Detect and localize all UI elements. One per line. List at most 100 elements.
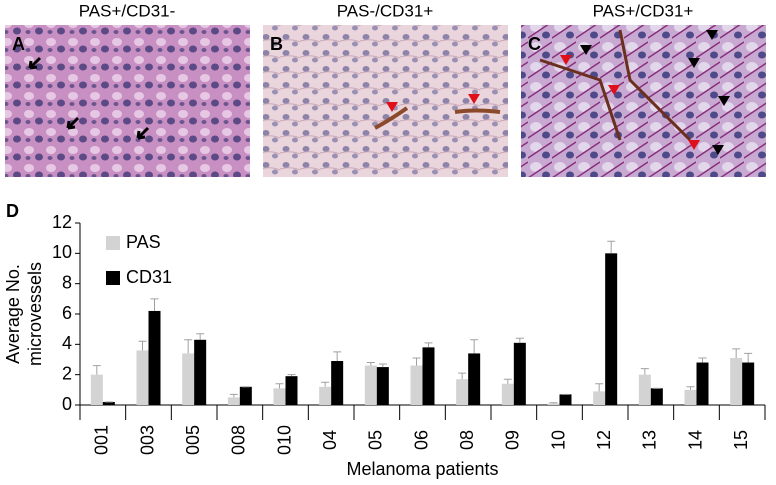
vessels [539, 29, 692, 142]
bar [456, 379, 469, 405]
error-bar [287, 374, 296, 377]
bar [319, 386, 332, 405]
chart-label: D [6, 201, 19, 221]
y-tick-label: 8 [62, 272, 72, 292]
panel-title: PAS+/CD31+ [593, 1, 694, 20]
bar [696, 362, 709, 405]
error-bar [321, 381, 330, 387]
panel-letter: C [528, 34, 541, 54]
x-tick-label: 008 [229, 425, 249, 455]
bar [650, 388, 663, 405]
micrograph [5, 25, 250, 177]
y-axis-label: microvessels [25, 262, 45, 366]
bar [90, 374, 103, 405]
error-bar [470, 339, 479, 354]
x-tick-label: 04 [320, 430, 340, 450]
panel-a: PAS+/CD31- A [5, 1, 250, 177]
legend-swatch [106, 236, 120, 250]
bar [331, 361, 344, 405]
panel-b: PAS-/CD31+ B [263, 1, 508, 177]
error-bar [150, 298, 159, 311]
error-bar [607, 240, 616, 254]
bar [182, 353, 195, 405]
y-tick-label: 0 [62, 394, 72, 414]
error-bar [744, 352, 753, 363]
arrows [386, 94, 480, 112]
x-tick-label: 08 [457, 430, 477, 450]
error-bar [229, 393, 238, 398]
y-tick-label: 4 [62, 333, 72, 353]
error-bar [333, 351, 342, 362]
error-bar [640, 368, 649, 375]
x-tick-label: 15 [731, 430, 751, 450]
x-tick-label: 10 [548, 430, 568, 450]
panel-letter: A [12, 34, 25, 54]
x-tick-label: 13 [640, 430, 660, 450]
bar [194, 339, 207, 405]
y-tick-label: 12 [52, 212, 72, 232]
error-bar [378, 363, 387, 368]
arrows [28, 56, 150, 140]
x-tick-label: 12 [594, 430, 614, 450]
error-bar [732, 348, 741, 358]
vessels [374, 106, 501, 130]
x-tick-label: 06 [411, 430, 431, 450]
error-bar [366, 362, 375, 366]
bar [638, 374, 651, 405]
legend-swatch [106, 271, 120, 285]
bar [730, 357, 743, 405]
bar [376, 367, 389, 405]
x-tick-label: 010 [274, 425, 294, 455]
y-tick-label: 10 [52, 242, 72, 262]
error-bar [138, 340, 147, 351]
bar [468, 353, 481, 405]
bar [364, 365, 377, 405]
error-bar [275, 383, 284, 389]
error-bar [424, 342, 433, 348]
y-tick-label: 6 [62, 303, 72, 323]
micrograph [263, 25, 508, 177]
panel-letter: B [270, 34, 283, 54]
bar [285, 376, 298, 405]
error-bar [412, 357, 421, 366]
bar [422, 347, 435, 405]
x-axis-label: Melanoma patients [346, 459, 498, 479]
bar [684, 389, 697, 405]
arrows [580, 30, 730, 155]
x-tick-label: 14 [685, 430, 705, 450]
bar [148, 310, 161, 405]
bar [605, 253, 618, 405]
y-axis-label: Average No. [3, 264, 23, 364]
panel-title: PAS-/CD31+ [337, 1, 434, 20]
bar [513, 342, 526, 405]
bar [501, 383, 514, 405]
x-tick-label: 003 [137, 425, 157, 455]
error-bar [686, 386, 695, 390]
bar [742, 362, 755, 405]
bar [102, 401, 115, 405]
bar-chart: 0 2 4 6 8 10 12 001 003 005 008 010 04 05 06 08 09 10 12 13… [3, 212, 766, 479]
bar [410, 365, 423, 405]
x-tick-label: 09 [503, 430, 523, 450]
legend-label: CD31 [126, 267, 172, 287]
error-bar [184, 339, 193, 354]
micrograph [521, 25, 766, 177]
bar [136, 350, 149, 405]
error-bar [196, 333, 205, 340]
panel-title: PAS+/CD31- [79, 1, 176, 20]
bar [559, 394, 572, 405]
bar [273, 388, 286, 405]
x-tick-label: 005 [183, 425, 203, 455]
error-bar [515, 337, 524, 343]
legend-label: PAS [126, 232, 161, 252]
error-bar [92, 365, 101, 375]
error-bar [503, 378, 512, 384]
error-bar [698, 357, 707, 363]
bar [547, 403, 560, 405]
x-tick-label: 001 [92, 425, 112, 455]
error-bar [595, 383, 604, 392]
y-tick-label: 2 [62, 363, 72, 383]
bar [227, 397, 240, 405]
error-bar [549, 402, 558, 404]
